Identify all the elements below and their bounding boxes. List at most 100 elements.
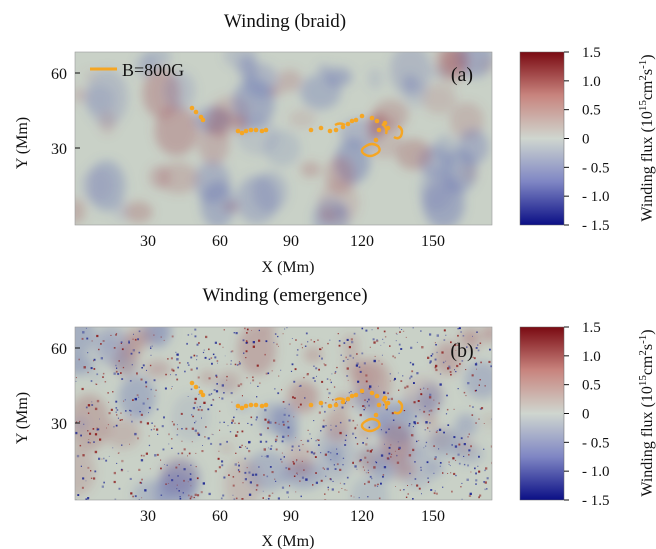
- field-speck: [89, 442, 91, 444]
- field-speck: [324, 402, 327, 404]
- field-speck: [320, 479, 323, 482]
- field-speck: [117, 373, 120, 375]
- field-speck: [416, 341, 418, 343]
- field-speck: [255, 473, 258, 476]
- field-speck: [235, 332, 238, 335]
- field-speck: [367, 480, 370, 484]
- field-speck: [218, 450, 220, 452]
- field-speck: [293, 380, 296, 383]
- field-speck: [190, 464, 192, 466]
- field-speck: [327, 342, 329, 345]
- field-speck: [139, 420, 143, 424]
- field-speck: [475, 389, 477, 391]
- field-speck: [255, 418, 258, 421]
- field-speck: [218, 343, 221, 346]
- panel-b-colorbar: 1.5 1.0 0.5 0 - 0.5 - 1.0 - 1.5 Winding flux (…: [519, 320, 656, 509]
- field-speck: [77, 494, 80, 496]
- field-speck: [427, 356, 430, 359]
- field-speck: [115, 333, 117, 336]
- field-speck: [204, 436, 206, 438]
- field-speck: [189, 478, 192, 481]
- field-speck: [214, 470, 217, 473]
- field-speck: [102, 340, 105, 342]
- field-speck: [449, 371, 452, 373]
- field-speck: [108, 412, 111, 415]
- field-speck: [333, 464, 335, 466]
- field-speck: [332, 480, 334, 482]
- field-speck: [312, 377, 315, 379]
- field-speck: [313, 341, 316, 343]
- field-speck: [365, 374, 368, 377]
- field-speck: [238, 385, 240, 387]
- field-speck: [223, 476, 226, 479]
- field-blob: [303, 346, 323, 363]
- field-speck: [445, 334, 447, 336]
- field-speck: [217, 362, 218, 364]
- field-speck: [91, 404, 94, 406]
- field-speck: [176, 353, 179, 356]
- field-speck: [389, 373, 391, 375]
- field-speck: [199, 406, 201, 408]
- field-speck: [412, 449, 415, 452]
- field-blob: [144, 360, 171, 378]
- field-speck: [230, 363, 232, 365]
- field-speck: [324, 410, 326, 413]
- field-speck: [388, 398, 390, 400]
- field-speck: [335, 402, 337, 403]
- field-speck: [143, 454, 145, 457]
- contour-dot: [333, 127, 339, 133]
- field-speck: [396, 461, 400, 464]
- field-speck: [326, 467, 329, 471]
- field-speck: [243, 352, 245, 354]
- field-speck: [252, 379, 255, 382]
- field-speck: [294, 368, 297, 371]
- field-speck: [397, 441, 399, 443]
- field-speck: [314, 380, 316, 382]
- field-speck: [470, 471, 472, 473]
- field-blob: [367, 67, 384, 90]
- contour-dot: [263, 402, 269, 408]
- field-speck: [407, 485, 408, 486]
- field-speck: [358, 459, 362, 463]
- field-speck: [238, 361, 240, 363]
- field-speck: [409, 472, 411, 475]
- field-speck: [315, 472, 317, 474]
- field-speck: [291, 449, 293, 451]
- field-speck: [381, 354, 383, 356]
- field-speck: [182, 492, 184, 494]
- field-speck: [346, 489, 348, 491]
- field-speck: [296, 459, 298, 461]
- field-speck: [413, 421, 416, 424]
- field-speck: [454, 445, 458, 448]
- field-speck: [378, 497, 381, 500]
- field-speck: [266, 455, 269, 458]
- field-speck: [490, 445, 492, 448]
- field-speck: [469, 405, 471, 407]
- field-speck: [394, 356, 396, 359]
- field-speck: [365, 472, 367, 474]
- field-speck: [226, 379, 228, 381]
- field-speck: [82, 331, 85, 334]
- field-speck: [355, 437, 357, 439]
- field-blob: [377, 402, 415, 446]
- field-speck: [434, 358, 437, 361]
- field-speck: [334, 371, 337, 373]
- field-speck: [274, 478, 276, 480]
- field-blob: [341, 333, 360, 356]
- contour-dot: [248, 402, 254, 408]
- field-speck: [352, 406, 354, 408]
- field-speck: [347, 358, 349, 360]
- field-speck: [267, 372, 270, 375]
- field-speck: [196, 367, 198, 370]
- field-speck: [223, 421, 225, 423]
- field-speck: [99, 418, 100, 420]
- field-speck: [340, 354, 342, 356]
- field-speck: [212, 434, 214, 436]
- field-speck: [355, 364, 358, 367]
- field-speck: [448, 365, 451, 368]
- field-speck: [448, 463, 450, 465]
- field-speck: [160, 494, 163, 496]
- field-speck: [383, 330, 386, 333]
- field-speck: [258, 339, 261, 342]
- field-speck: [468, 454, 470, 456]
